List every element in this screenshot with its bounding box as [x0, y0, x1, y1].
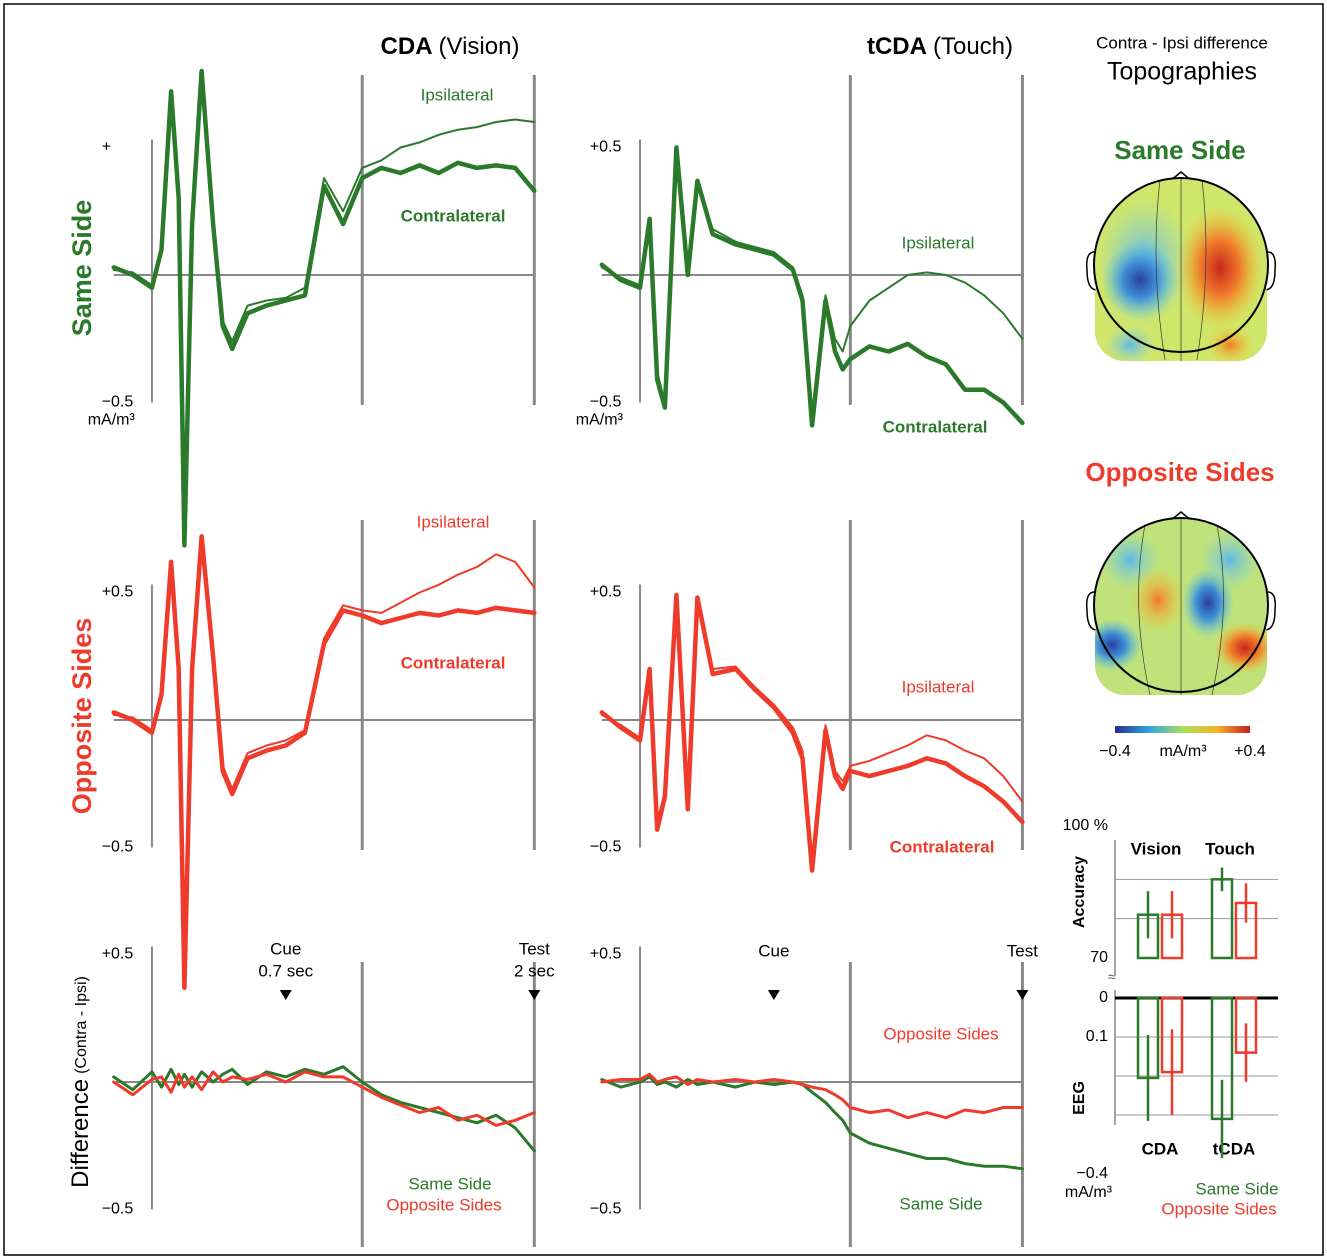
- y-axis-label: EEG: [1071, 1081, 1088, 1115]
- series-label: Same Side: [899, 1194, 982, 1213]
- y-tick-label: −0.5: [102, 839, 134, 856]
- title-bold: tCDA: [867, 33, 927, 60]
- row-label: Opposite Sides: [67, 618, 97, 815]
- waveform: [111, 534, 537, 991]
- event-marker: [767, 990, 780, 1000]
- event-label: Test: [519, 939, 550, 958]
- title-normal: (Vision): [439, 33, 520, 60]
- event-label: Cue: [270, 939, 301, 958]
- topo-title: Topographies: [1107, 58, 1257, 86]
- y-axis-label: Accuracy: [1071, 856, 1088, 928]
- y-tick-label: +0.5: [590, 584, 622, 601]
- series-label: Ipsilateral: [421, 85, 494, 104]
- y-tick-label: +0.5: [102, 584, 134, 601]
- legend-entry: Same Side: [1195, 1179, 1278, 1198]
- event-marker: [1016, 990, 1029, 1000]
- category-label: Vision: [1131, 839, 1182, 858]
- y-tick-label: −0.4: [1076, 1165, 1108, 1182]
- column-title: tCDA (Touch): [867, 33, 1013, 60]
- y-tick-label: +: [102, 139, 111, 156]
- event-label: Test: [1007, 941, 1038, 960]
- row-label: Difference (Contra - Ipsi): [67, 976, 94, 1188]
- y-tick-label: +0.5: [590, 139, 622, 156]
- topo-map-title: Same Side: [1114, 135, 1246, 165]
- title-normal: (Touch): [933, 33, 1013, 60]
- waveform: [600, 154, 1024, 417]
- y-tick-label: 100 %: [1063, 817, 1108, 834]
- y-tick-label: +0.5: [102, 946, 134, 963]
- topography: [1085, 511, 1277, 695]
- waveform: [112, 1070, 536, 1127]
- title-bold: CDA: [381, 33, 433, 60]
- y-tick-label: 0: [1099, 989, 1108, 1006]
- waveform: [111, 68, 537, 548]
- waveform: [599, 592, 1025, 873]
- event-marker: [279, 990, 292, 1000]
- difference-main: Difference: [67, 1079, 94, 1188]
- event-label: 2 sec: [514, 961, 555, 980]
- category-label: tCDA: [1213, 1139, 1256, 1158]
- waveform: [600, 1075, 1024, 1171]
- series-label: Contralateral: [401, 206, 506, 225]
- category-label: CDA: [1142, 1139, 1179, 1158]
- topo-map-title: Opposite Sides: [1085, 457, 1274, 487]
- column-title: CDA (Vision): [381, 33, 520, 60]
- waveform: [600, 1072, 1024, 1120]
- y-tick-label: 0.1: [1086, 1028, 1108, 1045]
- frame: [3, 3, 1324, 1256]
- colorbar-tick-label: −0.4: [1099, 743, 1131, 760]
- series-label: Opposite Sides: [883, 1024, 998, 1043]
- y-tick-label: −0.5: [590, 1201, 622, 1218]
- topography: [1085, 171, 1277, 361]
- y-tick-label: −0.5: [102, 1201, 134, 1218]
- topo-subtitle: Contra - Ipsi difference: [1096, 33, 1268, 52]
- y-tick-label: −0.5: [102, 394, 134, 411]
- y-unit: mA/m³: [576, 412, 624, 429]
- axis-break: ≈: [1108, 969, 1116, 985]
- legend-entry: Opposite Sides: [1161, 1199, 1276, 1218]
- series-label: Contralateral: [890, 837, 995, 856]
- row-label: Same Side: [67, 200, 97, 337]
- series-label: Ipsilateral: [902, 233, 975, 252]
- colorbar-tick-label: +0.4: [1234, 743, 1266, 760]
- y-unit: mA/m³: [1065, 1184, 1113, 1201]
- event-marker: [528, 990, 541, 1000]
- colorbar-unit: mA/m³: [1159, 743, 1207, 760]
- waveform: [112, 75, 536, 542]
- difference-sub: (Contra - Ipsi): [73, 976, 90, 1074]
- series-label: Ipsilateral: [902, 677, 975, 696]
- series-label: Same Side: [408, 1174, 491, 1193]
- colorbar: [1115, 726, 1250, 733]
- series-label: Opposite Sides: [386, 1195, 501, 1214]
- event-label: 0.7 sec: [258, 961, 313, 980]
- y-tick-label: −0.5: [590, 839, 622, 856]
- series-label: Contralateral: [883, 417, 988, 436]
- event-label: Cue: [758, 941, 789, 960]
- y-unit: mA/m³: [88, 412, 136, 429]
- category-label: Touch: [1205, 839, 1255, 858]
- waveform: [112, 540, 536, 984]
- y-tick-label: −0.5: [590, 394, 622, 411]
- series-label: Ipsilateral: [417, 512, 490, 531]
- series-label: Contralateral: [401, 653, 506, 672]
- y-tick-label: 70: [1090, 949, 1108, 966]
- y-tick-label: +0.5: [590, 946, 622, 963]
- waveform: [600, 599, 1024, 862]
